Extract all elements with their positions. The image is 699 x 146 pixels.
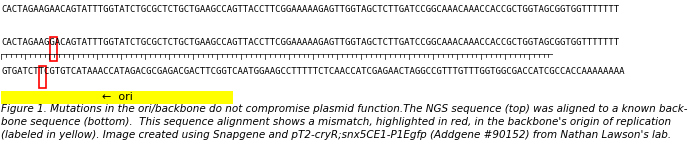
Text: CACTAGAAGAACAGTATTTGGTATCTGCGCTCTGCTGAAGCCAGTTACCTTCGGAAAAAGAGTTGGTAGCTCTTGATCCG: CACTAGAAGAACAGTATTTGGTATCTGCGCTCTGCTGAAG… (1, 5, 619, 14)
FancyBboxPatch shape (1, 91, 233, 104)
Text: Figure 1. Mutations in the ori/backbone do not compromise plasmid function.The N: Figure 1. Mutations in the ori/backbone … (1, 104, 688, 140)
Text: ←  ori: ← ori (102, 92, 133, 102)
Text: CACTAGAAGGACAGTATTTGGTATCTGCGCTCTGCTGAAGCCAGTTACCTTCGGAAAAAGAGTTGGTAGCTCTTGATCCG: CACTAGAAGGACAGTATTTGGTATCTGCGCTCTGCTGAAG… (1, 38, 619, 47)
Text: GTGATCTTCGTGTCATAAACCATAGACGCGAGACGACTTCGGTCAATGGAAGCCTTTTTCTCAACCATCGAGAACTAGGC: GTGATCTTCGTGTCATAAACCATAGACGCGAGACGACTTC… (1, 67, 625, 76)
